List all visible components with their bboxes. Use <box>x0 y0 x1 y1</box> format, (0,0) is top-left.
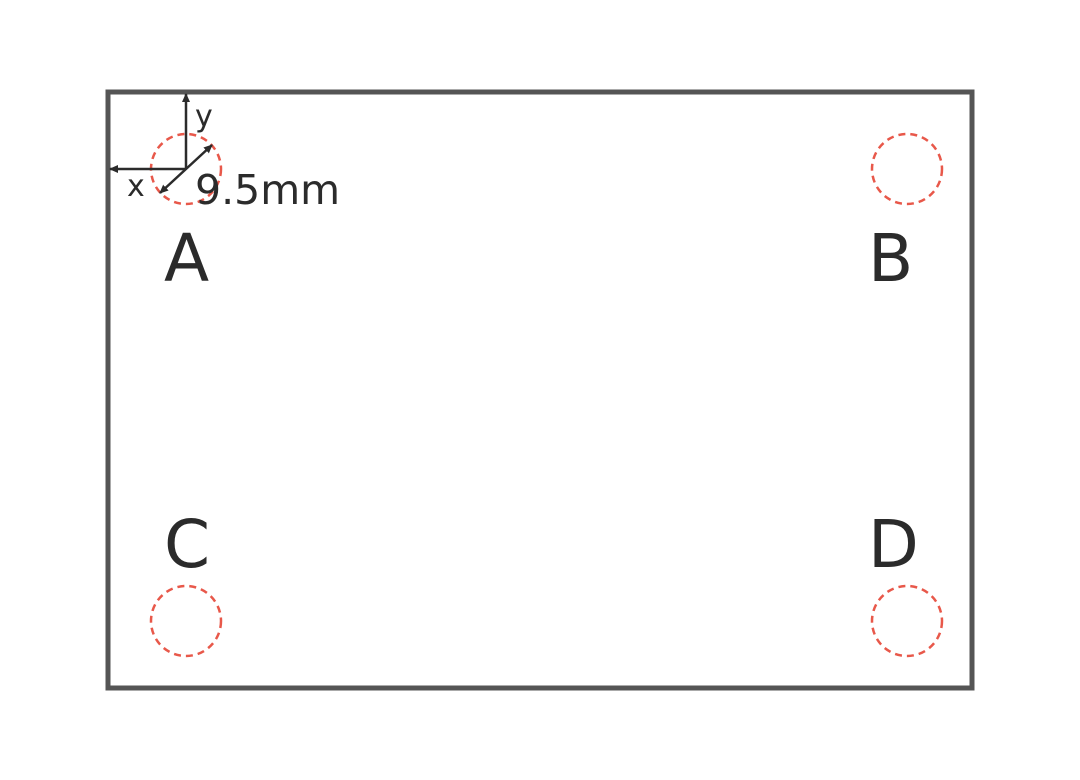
mounting-hole-b <box>870 132 944 206</box>
hole-diameter-label: 9.5mm <box>195 166 341 214</box>
corner-label-b: B <box>868 220 914 297</box>
diameter-dimension-arrow <box>159 144 213 194</box>
mounting-hole-d <box>870 584 944 658</box>
corner-label-a: A <box>164 220 210 297</box>
corner-label-d: D <box>868 506 919 583</box>
corner-label-c: C <box>164 506 211 583</box>
x-axis-label: x <box>127 169 145 204</box>
mounting-hole-c <box>149 584 223 658</box>
board-outline <box>105 89 975 691</box>
y-axis-label: y <box>195 99 213 134</box>
